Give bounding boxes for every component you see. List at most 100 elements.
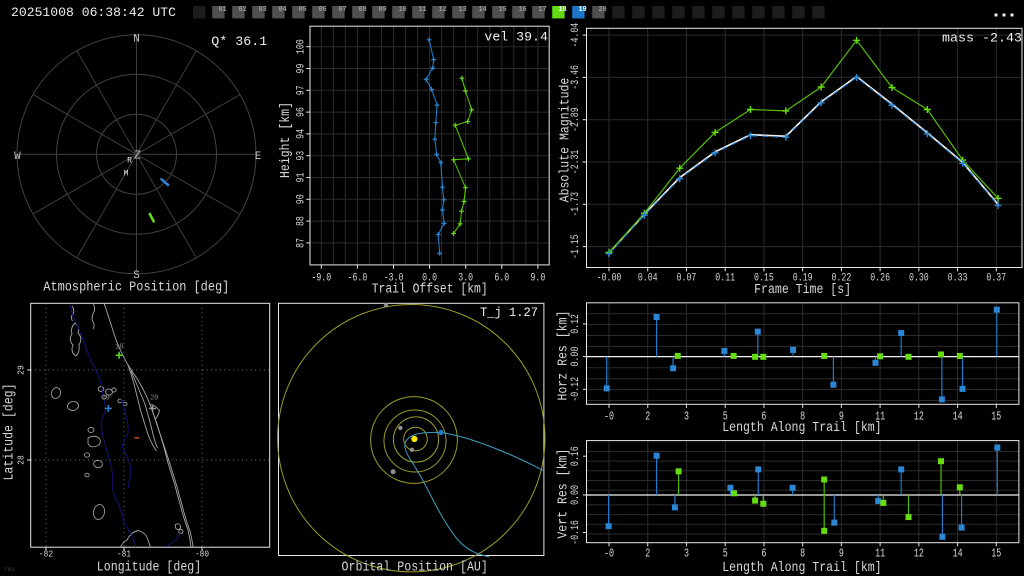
- svg-text:94: 94: [296, 129, 308, 139]
- svg-text:T_j 1.27: T_j 1.27: [480, 305, 538, 320]
- svg-text:-4.04: -4.04: [570, 22, 582, 47]
- svg-text:-81: -81: [117, 550, 131, 560]
- svg-text:Atmospheric Position [deg]: Atmospheric Position [deg]: [43, 279, 229, 295]
- svg-text:Orbital Position [AU]: Orbital Position [AU]: [342, 560, 488, 576]
- svg-text:Absolute Magnitude: Absolute Magnitude: [558, 78, 574, 203]
- svg-text:R: R: [127, 156, 132, 165]
- svg-text:16: 16: [519, 6, 528, 14]
- svg-text:96: 96: [296, 107, 308, 117]
- svg-text:14: 14: [479, 6, 488, 14]
- svg-text:15: 15: [991, 547, 1001, 561]
- svg-text:Height [km]: Height [km]: [278, 102, 294, 178]
- svg-text:0.07: 0.07: [677, 272, 697, 284]
- svg-text:0.19: 0.19: [793, 272, 813, 284]
- svg-text:Vert Res [km]: Vert Res [km]: [556, 449, 572, 539]
- svg-text:M: M: [124, 169, 129, 178]
- svg-text:04: 04: [279, 6, 288, 14]
- svg-text:03: 03: [259, 6, 268, 14]
- svg-text:Z: Z: [134, 149, 141, 163]
- svg-text:11: 11: [419, 6, 428, 14]
- svg-text:9: 9: [839, 547, 844, 561]
- svg-text:10: 10: [399, 6, 408, 14]
- svg-text:18: 18: [559, 6, 568, 14]
- svg-text:8: 8: [800, 410, 805, 424]
- svg-text:08: 08: [359, 6, 368, 14]
- svg-text:-0.16: -0.16: [570, 520, 582, 545]
- svg-text:02: 02: [239, 6, 248, 14]
- svg-text:0.12: 0.12: [570, 314, 582, 334]
- svg-text:6: 6: [761, 547, 766, 561]
- svg-text:vel 39.4: vel 39.4: [484, 30, 548, 45]
- svg-text:0.33: 0.33: [948, 272, 968, 284]
- svg-text:-0: -0: [604, 410, 614, 424]
- svg-text:28: 28: [17, 455, 27, 465]
- svg-text:0.00: 0.00: [570, 485, 582, 505]
- svg-text:-82: -82: [39, 550, 53, 560]
- svg-text:Q* 36.1: Q* 36.1: [211, 34, 267, 49]
- svg-text:6: 6: [761, 410, 766, 424]
- svg-text:12: 12: [439, 6, 448, 14]
- svg-text:20251008 06:38:42 UTC: 20251008 06:38:42 UTC: [11, 5, 176, 20]
- svg-text:-3.0: -3.0: [384, 273, 404, 285]
- svg-text:2: 2: [645, 410, 650, 424]
- svg-text:29: 29: [17, 365, 27, 375]
- svg-text:0.16: 0.16: [570, 446, 582, 466]
- svg-text:15: 15: [499, 6, 508, 14]
- svg-text:100: 100: [296, 39, 308, 54]
- svg-text:07: 07: [339, 6, 347, 14]
- svg-text:17: 17: [539, 6, 547, 14]
- svg-text:87: 87: [296, 238, 308, 248]
- svg-text:N: N: [133, 34, 140, 46]
- svg-text:20: 20: [599, 6, 608, 14]
- svg-text:13: 13: [459, 6, 468, 14]
- svg-text:93: 93: [296, 151, 308, 161]
- svg-text:0.00: 0.00: [570, 347, 582, 367]
- svg-text:05: 05: [299, 6, 308, 14]
- svg-text:Longitude [deg]: Longitude [deg]: [97, 560, 201, 576]
- svg-text:rms: rms: [4, 566, 15, 573]
- svg-text:19: 19: [102, 394, 110, 402]
- svg-text:5: 5: [723, 547, 728, 561]
- svg-text:-0: -0: [604, 547, 614, 561]
- svg-text:3: 3: [684, 547, 689, 561]
- svg-text:12: 12: [914, 547, 924, 561]
- svg-text:Latitude [deg]: Latitude [deg]: [2, 384, 18, 481]
- svg-text:Length Along Trail [km]: Length Along Trail [km]: [722, 420, 881, 436]
- svg-text:99: 99: [296, 64, 308, 74]
- svg-text:11: 11: [875, 547, 885, 561]
- svg-text:Trail Offset [km]: Trail Offset [km]: [372, 282, 488, 298]
- svg-text:14: 14: [953, 547, 963, 561]
- svg-text:-6.0: -6.0: [348, 273, 368, 285]
- svg-text:0.0: 0.0: [422, 273, 437, 285]
- svg-text:14: 14: [953, 410, 963, 424]
- svg-text:0.30: 0.30: [909, 272, 929, 284]
- svg-text:-9.0: -9.0: [311, 273, 331, 285]
- svg-text:91: 91: [296, 172, 308, 182]
- svg-text:97: 97: [296, 85, 308, 95]
- svg-text:18: 18: [115, 343, 123, 351]
- svg-text:Frame Time [s]: Frame Time [s]: [754, 282, 851, 298]
- svg-text:0.04: 0.04: [638, 272, 658, 284]
- svg-text:5: 5: [723, 410, 728, 424]
- svg-text:19: 19: [579, 6, 588, 14]
- svg-text:-80: -80: [195, 550, 209, 560]
- svg-text:11: 11: [875, 410, 885, 424]
- svg-text:12: 12: [914, 410, 924, 424]
- svg-text:-3.46: -3.46: [570, 65, 582, 90]
- svg-text:9: 9: [839, 410, 844, 424]
- svg-text:-1.15: -1.15: [570, 234, 582, 259]
- svg-text:-0.12: -0.12: [570, 377, 582, 402]
- svg-text:8: 8: [800, 547, 805, 561]
- svg-text:88: 88: [296, 216, 308, 226]
- svg-text:0.26: 0.26: [870, 272, 890, 284]
- svg-text:90: 90: [296, 194, 308, 204]
- svg-text:3: 3: [684, 410, 689, 424]
- svg-text:-2.31: -2.31: [570, 149, 582, 174]
- svg-text:15: 15: [991, 410, 1001, 424]
- svg-text:0.22: 0.22: [831, 272, 851, 284]
- svg-text:20: 20: [150, 394, 158, 402]
- svg-text:06: 06: [319, 6, 328, 14]
- svg-text:Length Along Trail [km]: Length Along Trail [km]: [722, 560, 881, 576]
- svg-text:Horz Res [km]: Horz Res [km]: [556, 311, 572, 401]
- svg-text:9.0: 9.0: [530, 273, 545, 285]
